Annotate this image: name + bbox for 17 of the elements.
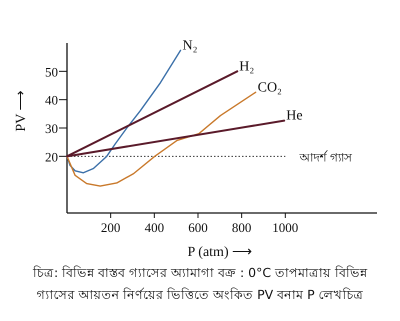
- series-label: H₂: [239, 59, 254, 74]
- x-tick-label: 200: [100, 220, 120, 235]
- x-tick-label: 800: [232, 220, 252, 235]
- y-tick-label: 50: [45, 64, 58, 80]
- text: চিত্র: বিভিন্ন বাস্তব গ্যাসের অ্যামাগা বক্র : 0°C তাপমাত্রায় বিভিন্ন গ্যাসের আয়তন নির্ণয়ের ভিত্তিতে অংকিত PV বনাম P লেখচিত্র: [32, 264, 368, 304]
- x-tick-label: 600: [188, 220, 208, 235]
- x-tick-label: 1000: [272, 220, 298, 235]
- ref-line-label: আদর্শ গ্যাস: [298, 150, 354, 164]
- y-tick-label: 20: [45, 149, 58, 164]
- x-tick-label: 400: [144, 220, 164, 235]
- x-axis-title: P (atm) ⟶: [188, 245, 252, 260]
- y-tick-label: 30: [45, 121, 58, 136]
- y-axis-title: PV ⟶: [14, 90, 29, 132]
- series-label: He: [286, 108, 303, 124]
- series-label: CO₂: [258, 80, 282, 96]
- y-tick-label: 40: [45, 92, 58, 108]
- series-label: N₂: [182, 38, 198, 54]
